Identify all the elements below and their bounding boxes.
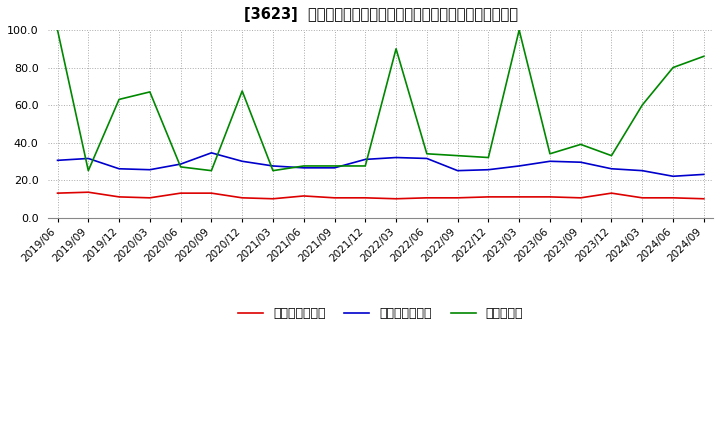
- 買入債務回転率: [484, 167, 492, 172]
- 買入債務回転率: [114, 166, 123, 172]
- 在庫回転率: [577, 142, 585, 147]
- 売上債権回転率: [300, 193, 308, 198]
- 在庫回転率: [515, 27, 523, 33]
- 売上債権回転率: [515, 194, 523, 199]
- 売上債権回転率: [700, 196, 708, 202]
- 在庫回転率: [392, 46, 400, 51]
- Line: 買入債務回転率: 買入債務回転率: [58, 153, 704, 176]
- 在庫回転率: [546, 151, 554, 156]
- 買入債務回転率: [392, 155, 400, 160]
- 売上債権回転率: [454, 195, 462, 201]
- 在庫回転率: [330, 163, 339, 169]
- 売上債権回転率: [669, 195, 678, 201]
- 売上債権回転率: [577, 195, 585, 201]
- Legend: 売上債権回転率, 買入債務回転率, 在庫回転率: 売上債権回転率, 買入債務回転率, 在庫回転率: [233, 302, 528, 326]
- 在庫回転率: [607, 153, 616, 158]
- 買入債務回転率: [638, 168, 647, 173]
- 買入債務回転率: [238, 159, 246, 164]
- 在庫回転率: [454, 153, 462, 158]
- 買入債務回転率: [330, 165, 339, 170]
- 売上債権回転率: [238, 195, 246, 201]
- 在庫回転率: [269, 168, 277, 173]
- 買入債務回転率: [84, 156, 93, 161]
- 売上債権回転率: [114, 194, 123, 199]
- 買入債務回転率: [207, 150, 216, 155]
- 売上債権回転率: [176, 191, 185, 196]
- 買入債務回転率: [176, 161, 185, 167]
- 買入債務回転率: [577, 160, 585, 165]
- Line: 売上債権回転率: 売上債権回転率: [58, 192, 704, 199]
- 買入債務回転率: [607, 166, 616, 172]
- 売上債権回転率: [330, 195, 339, 201]
- 在庫回転率: [638, 103, 647, 108]
- 買入債務回転率: [700, 172, 708, 177]
- 売上債権回転率: [207, 191, 216, 196]
- 買入債務回転率: [361, 157, 369, 162]
- 売上債権回転率: [145, 195, 154, 201]
- 買入債務回転率: [145, 167, 154, 172]
- 売上債権回転率: [423, 195, 431, 201]
- 在庫回転率: [207, 168, 216, 173]
- 在庫回転率: [145, 89, 154, 95]
- 買入債務回転率: [300, 165, 308, 170]
- 在庫回転率: [114, 97, 123, 102]
- 買入債務回転率: [269, 163, 277, 169]
- 売上債権回転率: [638, 195, 647, 201]
- 売上債権回転率: [84, 190, 93, 195]
- 買入債務回転率: [515, 163, 523, 169]
- 在庫回転率: [700, 54, 708, 59]
- 買入債務回転率: [53, 158, 62, 163]
- 買入債務回転率: [454, 168, 462, 173]
- 在庫回転率: [669, 65, 678, 70]
- 売上債権回転率: [484, 194, 492, 199]
- Line: 在庫回転率: 在庫回転率: [58, 30, 704, 171]
- 在庫回転率: [423, 151, 431, 156]
- 在庫回転率: [300, 163, 308, 169]
- 在庫回転率: [53, 27, 62, 33]
- 在庫回転率: [176, 164, 185, 169]
- 売上債権回転率: [269, 196, 277, 202]
- 買入債務回転率: [423, 156, 431, 161]
- 売上債権回転率: [546, 194, 554, 199]
- 売上債権回転率: [392, 196, 400, 202]
- 在庫回転率: [238, 88, 246, 94]
- 買入債務回転率: [546, 159, 554, 164]
- 在庫回転率: [84, 168, 93, 173]
- 売上債権回転率: [607, 191, 616, 196]
- 在庫回転率: [361, 163, 369, 169]
- 売上債権回転率: [361, 195, 369, 201]
- 買入債務回転率: [669, 174, 678, 179]
- 売上債権回転率: [53, 191, 62, 196]
- Title: [3623]  売上債権回転率、買入債務回転率、在庫回転率の推移: [3623] 売上債権回転率、買入債務回転率、在庫回転率の推移: [243, 7, 518, 22]
- 在庫回転率: [484, 155, 492, 160]
